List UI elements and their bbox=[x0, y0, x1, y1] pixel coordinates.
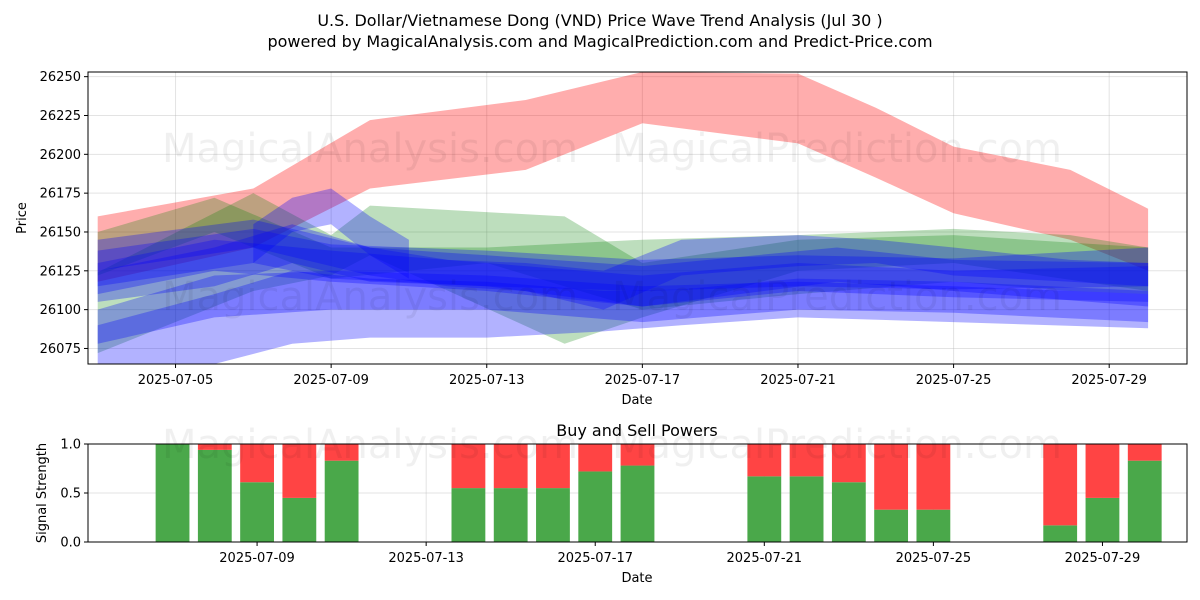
price-xtick-label: 2025-07-29 bbox=[1071, 373, 1147, 388]
buy-bar bbox=[155, 444, 190, 542]
price-grid bbox=[88, 72, 1187, 364]
price-band-blue bbox=[97, 270, 1149, 364]
signal-xtick-label: 2025-07-29 bbox=[1065, 551, 1141, 566]
sell-bar bbox=[789, 444, 824, 477]
signal-ytick-label: 0.0 bbox=[60, 536, 81, 551]
sell-bar bbox=[324, 444, 359, 461]
sell-bar bbox=[831, 444, 866, 483]
price-ylabel: Price bbox=[15, 202, 30, 234]
price-band-blue bbox=[97, 224, 1149, 307]
signal-ytick-label: 1.0 bbox=[60, 438, 81, 453]
buy-bar bbox=[916, 509, 951, 542]
price-axis-ticks: 26075 26100 26125 26150 26175 26200 26225 26250… bbox=[40, 70, 1147, 388]
sell-bar bbox=[1127, 444, 1162, 461]
price-ytick-label: 26200 bbox=[40, 148, 81, 163]
signal-xtick-label: 2025-07-13 bbox=[388, 551, 464, 566]
buy-bar bbox=[1043, 525, 1078, 542]
sell-bar bbox=[916, 444, 951, 510]
buy-bar bbox=[324, 460, 359, 542]
signal-xtick-label: 2025-07-25 bbox=[896, 551, 972, 566]
price-band-blue bbox=[97, 270, 1149, 344]
buy-bar bbox=[578, 471, 613, 542]
price-xtick-label: 2025-07-17 bbox=[605, 373, 681, 388]
price-xtick-label: 2025-07-25 bbox=[916, 373, 992, 388]
price-xtick-label: 2025-07-09 bbox=[293, 373, 369, 388]
watermark-bottom-2: MagicalPrediction.com bbox=[612, 422, 1062, 468]
signal-xtick-label: 2025-07-09 bbox=[219, 551, 295, 566]
signal-axis-ticks: 0.0 0.5 1.0 2025-07-09 2025-07-13 2025-07-17 2… bbox=[60, 438, 1140, 567]
price-band-red bbox=[97, 72, 1149, 282]
sell-bar bbox=[747, 444, 782, 477]
watermark-top-1: MagicalAnalysis.com bbox=[162, 126, 578, 172]
sell-bar bbox=[1085, 444, 1120, 498]
chart-subtitle: powered by MagicalAnalysis.com and Magic… bbox=[267, 32, 932, 51]
signal-bars bbox=[155, 444, 1162, 542]
band-group bbox=[97, 72, 1149, 364]
price-ytick-label: 26100 bbox=[40, 303, 81, 318]
signal-ylabel: Signal Strength bbox=[35, 443, 50, 543]
buy-bar bbox=[1085, 497, 1120, 542]
buy-bar bbox=[747, 476, 782, 542]
buy-bar bbox=[789, 476, 824, 542]
signal-panel: Buy and Sell Powers MagicalAnalysis.com … bbox=[35, 421, 1188, 586]
signal-title: Buy and Sell Powers bbox=[556, 421, 718, 440]
price-plot-frame bbox=[87, 71, 1188, 365]
buy-bar bbox=[536, 488, 570, 542]
price-band-blue bbox=[97, 219, 1149, 310]
signal-xtick-label: 2025-07-17 bbox=[557, 551, 633, 566]
price-band-green bbox=[97, 193, 1149, 354]
sell-bar bbox=[282, 444, 317, 498]
price-ytick-label: 26175 bbox=[40, 187, 81, 202]
price-bands bbox=[97, 72, 1149, 364]
price-ytick-label: 26250 bbox=[40, 70, 81, 85]
sell-bar bbox=[240, 444, 274, 483]
price-xtick-label: 2025-07-13 bbox=[449, 373, 525, 388]
price-band-blue bbox=[97, 228, 1149, 291]
sell-bar bbox=[620, 444, 655, 466]
price-ytick-label: 26075 bbox=[40, 342, 81, 357]
sell-bar bbox=[536, 444, 570, 489]
price-ytick-label: 26125 bbox=[40, 264, 81, 279]
signal-xlabel: Date bbox=[621, 571, 652, 586]
sell-bar bbox=[451, 444, 486, 489]
watermark-mid-2: MagicalPrediction.com bbox=[612, 274, 1062, 320]
buy-bar bbox=[240, 482, 274, 542]
price-xtick-label: 2025-07-21 bbox=[760, 373, 836, 388]
buy-bar bbox=[831, 482, 866, 542]
price-xtick-label: 2025-07-05 bbox=[138, 373, 214, 388]
buy-bar bbox=[451, 488, 486, 542]
sell-bar bbox=[1043, 444, 1078, 526]
buy-bar bbox=[493, 488, 528, 542]
sell-bar bbox=[578, 444, 613, 472]
watermark-mid-1: MagicalAnalysis.com bbox=[162, 274, 578, 320]
signal-ytick-label: 0.5 bbox=[60, 487, 81, 502]
chart-title: U.S. Dollar/Vietnamese Dong (VND) Price … bbox=[317, 11, 882, 30]
price-xlabel: Date bbox=[621, 393, 652, 408]
buy-bar bbox=[282, 497, 317, 542]
price-band-blue bbox=[253, 188, 409, 279]
signal-xtick-label: 2025-07-21 bbox=[727, 551, 803, 566]
price-band-blue bbox=[97, 239, 1149, 307]
price-panel: MagicalAnalysis.com MagicalPrediction.co… bbox=[15, 70, 1188, 408]
watermark-bottom-1: MagicalAnalysis.com bbox=[162, 422, 578, 468]
sell-bar bbox=[493, 444, 528, 489]
price-ytick-label: 26225 bbox=[40, 109, 81, 124]
buy-bar bbox=[874, 509, 909, 542]
price-ytick-label: 26150 bbox=[40, 225, 81, 240]
price-band-green bbox=[97, 197, 1149, 310]
sell-bar bbox=[874, 444, 909, 510]
sell-bar bbox=[197, 444, 232, 450]
watermark-top-2: MagicalPrediction.com bbox=[612, 126, 1062, 172]
buy-bar bbox=[1127, 460, 1162, 542]
buy-bar bbox=[197, 449, 232, 542]
buy-bar bbox=[620, 465, 655, 542]
